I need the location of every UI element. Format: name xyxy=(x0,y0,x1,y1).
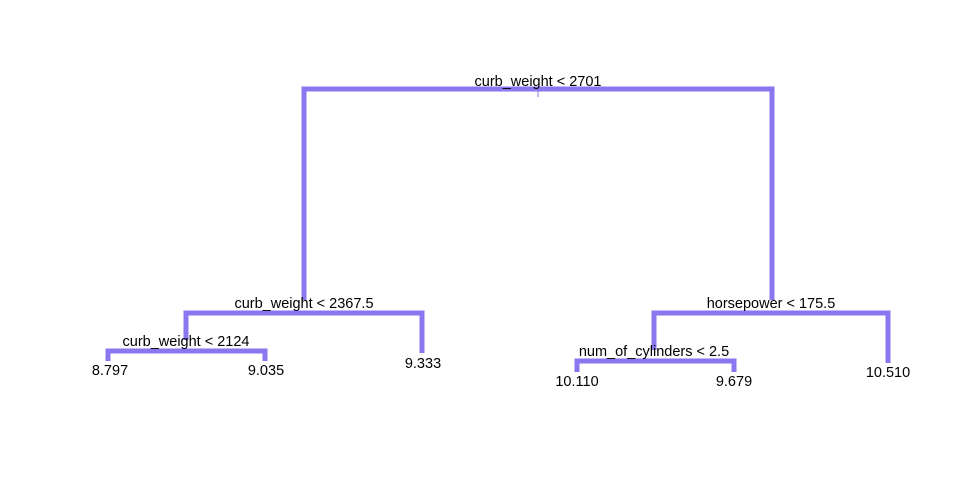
left-left-branch xyxy=(105,348,268,361)
root-branch xyxy=(301,86,775,300)
leaf-label: 9.035 xyxy=(248,363,284,379)
leaf-label: 10.110 xyxy=(555,374,598,390)
split-label-left-left: curb_weight < 2124 xyxy=(123,334,250,350)
split-label-root: curb_weight < 2701 xyxy=(475,74,602,90)
right-left-branch xyxy=(574,358,737,372)
left-branch xyxy=(183,310,425,353)
split-label-left: curb_weight < 2367.5 xyxy=(234,296,373,312)
right-branch xyxy=(651,310,891,363)
split-label-right: horsepower < 175.5 xyxy=(707,296,836,312)
leaf-label: 9.333 xyxy=(405,356,441,372)
leaf-label: 10.510 xyxy=(866,365,910,381)
split-label-right-left: num_of_cylinders < 2.5 xyxy=(579,344,729,360)
leaf-label: 9.679 xyxy=(716,374,752,390)
leaf-label: 8.797 xyxy=(92,363,128,379)
